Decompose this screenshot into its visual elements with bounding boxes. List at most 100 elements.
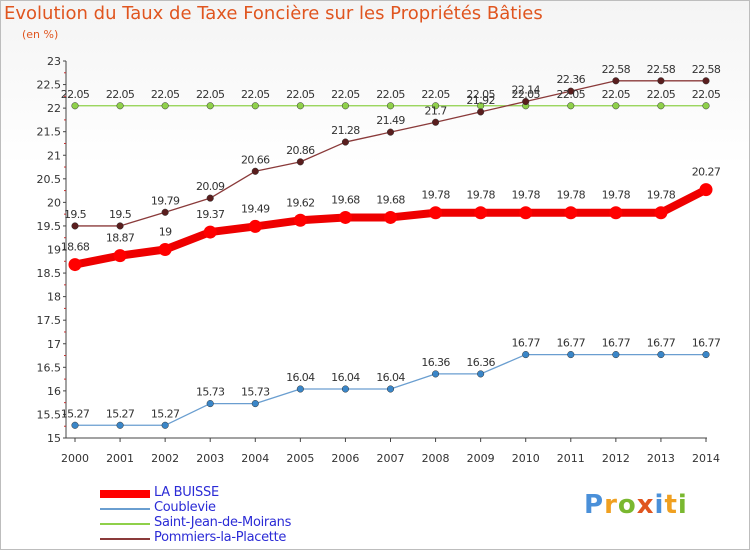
- data-label-saint-jean-de-moirans: 22.05: [511, 88, 540, 101]
- y-tick-label: 16.5: [37, 361, 62, 374]
- data-point-coublevie: [71, 421, 79, 429]
- data-label-la-buisse: 19.78: [602, 189, 631, 202]
- data-point-pommiers-la-placette: [116, 222, 124, 230]
- data-point-pommiers-la-placette: [251, 167, 259, 175]
- y-tick-label: 15: [47, 432, 61, 445]
- data-point-saint-jean-de-moirans: [702, 102, 710, 110]
- data-point-la-buisse: [519, 206, 533, 220]
- data-label-pommiers-la-placette: 20.86: [286, 144, 315, 157]
- y-tick-label: 23: [47, 55, 61, 68]
- legend-swatch-saint-jean-de-moirans: [100, 523, 150, 525]
- data-label-pommiers-la-placette: 22.14: [511, 84, 540, 97]
- logo-letter: i: [677, 490, 688, 520]
- data-point-coublevie: [612, 351, 620, 359]
- data-label-saint-jean-de-moirans: 22.05: [692, 88, 721, 101]
- x-tick-label: 2014: [692, 452, 720, 465]
- data-point-coublevie: [341, 385, 349, 393]
- data-label-la-buisse: 19.62: [286, 196, 315, 209]
- data-label-la-buisse: 19.78: [466, 189, 495, 202]
- x-tick-label: 2011: [557, 452, 585, 465]
- data-label-pommiers-la-placette: 20.09: [196, 180, 225, 193]
- data-label-la-buisse: 18.68: [61, 241, 90, 254]
- data-point-saint-jean-de-moirans: [296, 102, 304, 110]
- data-point-la-buisse: [429, 206, 443, 220]
- data-label-coublevie: 16.77: [602, 337, 631, 350]
- data-point-coublevie: [296, 385, 304, 393]
- legend-label: LA BUISSE: [154, 485, 219, 500]
- data-label-pommiers-la-placette: 19.5: [64, 208, 87, 221]
- y-tick-label: 22.5: [37, 79, 62, 92]
- data-point-pommiers-la-placette: [702, 77, 710, 85]
- data-point-coublevie: [477, 370, 485, 378]
- data-point-saint-jean-de-moirans: [386, 102, 395, 110]
- y-tick-label: 18: [47, 291, 61, 304]
- data-point-coublevie: [206, 400, 214, 408]
- data-label-la-buisse: 19.49: [241, 202, 270, 215]
- data-label-coublevie: 15.73: [196, 386, 225, 399]
- legend-swatch-la-buisse: [100, 490, 150, 498]
- logo-letter: P: [584, 490, 605, 520]
- data-point-pommiers-la-placette: [567, 87, 575, 95]
- logo-letter: t: [664, 490, 678, 520]
- data-label-saint-jean-de-moirans: 22.05: [61, 88, 90, 101]
- legend-label: Saint-Jean-de-Moirans: [154, 515, 292, 530]
- data-point-saint-jean-de-moirans: [251, 102, 259, 110]
- data-point-pommiers-la-placette: [206, 194, 214, 202]
- data-label-saint-jean-de-moirans: 22.05: [647, 88, 676, 101]
- data-point-la-buisse: [248, 219, 262, 233]
- data-point-la-buisse: [609, 206, 623, 220]
- x-tick-label: 2013: [647, 452, 675, 465]
- y-tick-label: 16: [47, 385, 61, 398]
- data-label-coublevie: 16.04: [331, 371, 360, 384]
- data-point-saint-jean-de-moirans: [341, 102, 349, 110]
- data-point-coublevie: [116, 421, 124, 429]
- logo-letter: i: [654, 490, 665, 520]
- x-tick-label: 2005: [286, 452, 314, 465]
- y-unit-label: (en %): [22, 28, 59, 41]
- y-tick-label: 17: [47, 338, 61, 351]
- legend-swatch-coublevie: [100, 508, 150, 510]
- data-label-la-buisse: 19.78: [557, 189, 586, 202]
- data-label-coublevie: 16.36: [466, 356, 495, 369]
- data-label-la-buisse: 19.78: [421, 189, 450, 202]
- data-point-saint-jean-de-moirans: [567, 102, 575, 110]
- data-point-pommiers-la-placette: [522, 97, 530, 106]
- data-label-la-buisse: 20.27: [692, 166, 721, 179]
- data-label-coublevie: 16.77: [692, 337, 721, 350]
- data-label-coublevie: 16.04: [286, 371, 315, 384]
- y-tick-label: 19.5: [37, 220, 62, 233]
- data-point-coublevie: [567, 351, 575, 359]
- x-tick-label: 2012: [602, 452, 630, 465]
- data-point-saint-jean-de-moirans: [161, 102, 169, 110]
- y-tick-label: 22: [47, 102, 61, 115]
- data-label-saint-jean-de-moirans: 22.05: [602, 88, 631, 101]
- y-tick-label: 18.5: [37, 267, 62, 280]
- data-label-saint-jean-de-moirans: 22.05: [331, 88, 360, 101]
- data-point-pommiers-la-placette: [477, 108, 485, 116]
- x-tick-label: 2002: [151, 452, 179, 465]
- data-label-la-buisse: 18.87: [106, 232, 135, 245]
- data-label-saint-jean-de-moirans: 22.05: [106, 88, 135, 101]
- data-label-coublevie: 15.73: [241, 386, 270, 399]
- data-label-saint-jean-de-moirans: 22.05: [466, 88, 495, 101]
- data-label-la-buisse: 19.78: [511, 189, 540, 202]
- data-point-pommiers-la-placette: [341, 138, 349, 146]
- data-label-saint-jean-de-moirans: 22.05: [151, 88, 180, 101]
- y-tick-label: 20.5: [37, 173, 62, 186]
- data-label-pommiers-la-placette: 20.66: [241, 153, 270, 166]
- data-point-coublevie: [702, 351, 710, 359]
- data-label-pommiers-la-placette: 21.49: [376, 114, 405, 127]
- data-label-saint-jean-de-moirans: 22.05: [376, 88, 405, 101]
- data-point-saint-jean-de-moirans: [657, 102, 665, 110]
- proxiti-logo: Proxiti: [584, 490, 688, 520]
- data-point-la-buisse: [474, 206, 488, 220]
- data-label-pommiers-la-placette: 21.92: [466, 94, 495, 107]
- data-label-la-buisse: 19.68: [331, 193, 360, 206]
- data-label-saint-jean-de-moirans: 22.05: [557, 88, 586, 101]
- data-point-saint-jean-de-moirans: [432, 102, 440, 110]
- y-tick-label: 20: [47, 196, 61, 209]
- legend-swatch-pommiers-la-placette: [100, 538, 150, 540]
- data-point-coublevie: [161, 421, 169, 429]
- x-tick-label: 2001: [106, 452, 134, 465]
